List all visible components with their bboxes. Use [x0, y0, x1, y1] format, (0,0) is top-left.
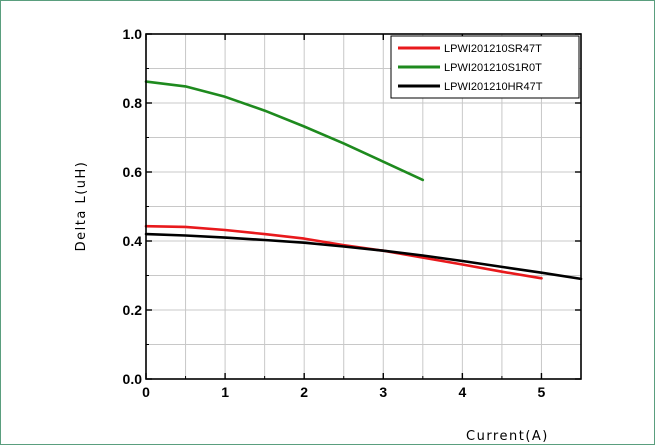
series-line-2 [144, 232, 583, 281]
legend-label-2: LPWI201210HR47T [444, 81, 543, 93]
x-tick-label: 2 [300, 384, 308, 400]
y-tick-label: 0.6 [123, 164, 143, 180]
y-axis-title: Delta L(uH) [74, 161, 89, 252]
series-line-1 [144, 80, 425, 182]
y-tick-label: 1.0 [123, 26, 143, 42]
x-tick-label: 4 [458, 384, 466, 400]
x-tick-label: 3 [379, 384, 387, 400]
x-tick-label: 0 [142, 384, 150, 400]
y-tick-label: 0.0 [123, 371, 143, 387]
legend: LPWI201210SR47T LPWI201210S1R0T LPWI2012… [390, 35, 580, 99]
legend-label-0: LPWI201210SR47T [444, 43, 542, 55]
series-group [144, 80, 583, 281]
y-tick-label: 0.8 [123, 95, 143, 111]
x-axis-title: Current(A) [466, 429, 549, 444]
legend-label-1: LPWI201210S1R0T [444, 62, 542, 74]
y-tick-labels: 0.0 0.2 0.4 0.6 0.8 1.0 [123, 26, 143, 387]
series-line-0 [144, 224, 543, 280]
y-tick-label: 0.2 [123, 302, 143, 318]
y-tick-label: 0.4 [123, 233, 143, 249]
ticks [145, 33, 581, 380]
x-tick-labels: 0 1 2 3 4 5 [142, 384, 545, 400]
x-tick-label: 1 [221, 384, 229, 400]
x-tick-label: 5 [538, 384, 546, 400]
